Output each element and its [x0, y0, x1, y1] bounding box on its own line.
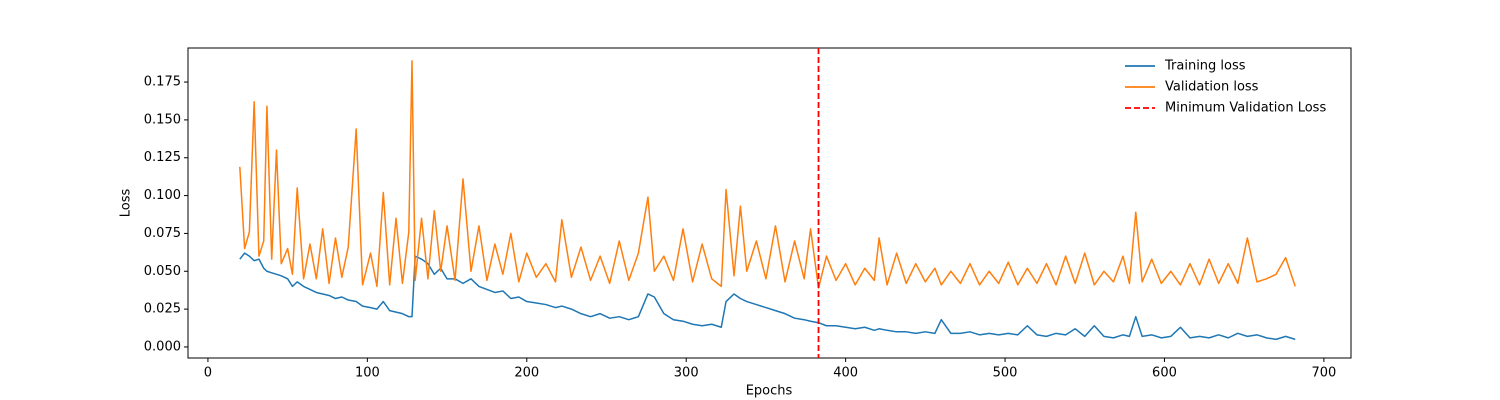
x-tick-label: 0	[204, 366, 212, 381]
y-tick-label: 0.050	[144, 264, 181, 279]
x-axis-label: Epochs	[746, 384, 793, 399]
series-line	[239, 252, 1296, 341]
y-tick-label: 0.075	[144, 226, 181, 241]
plot-frame	[187, 47, 1352, 359]
y-tick-label: 0.000	[144, 339, 181, 354]
x-tick-label: 700	[1311, 366, 1336, 381]
legend-label: Training loss	[1164, 59, 1246, 74]
x-tick-label: 500	[993, 366, 1018, 381]
y-tick-label: 0.150	[144, 112, 181, 127]
y-tick-label: 0.100	[144, 188, 181, 203]
x-tick-label: 600	[1152, 366, 1177, 381]
y-axis-label: Loss	[119, 189, 134, 218]
legend-label: Validation loss	[1165, 80, 1259, 95]
x-tick-label: 300	[674, 366, 699, 381]
y-tick-label: 0.025	[144, 302, 181, 317]
x-tick-label: 100	[355, 366, 380, 381]
series-line	[239, 60, 1296, 289]
x-tick-label: 400	[833, 366, 858, 381]
y-tick-label: 0.125	[144, 150, 181, 165]
x-tick-label: 200	[514, 366, 539, 381]
legend-label: Minimum Validation Loss	[1165, 101, 1326, 116]
y-tick-label: 0.175	[144, 75, 181, 90]
